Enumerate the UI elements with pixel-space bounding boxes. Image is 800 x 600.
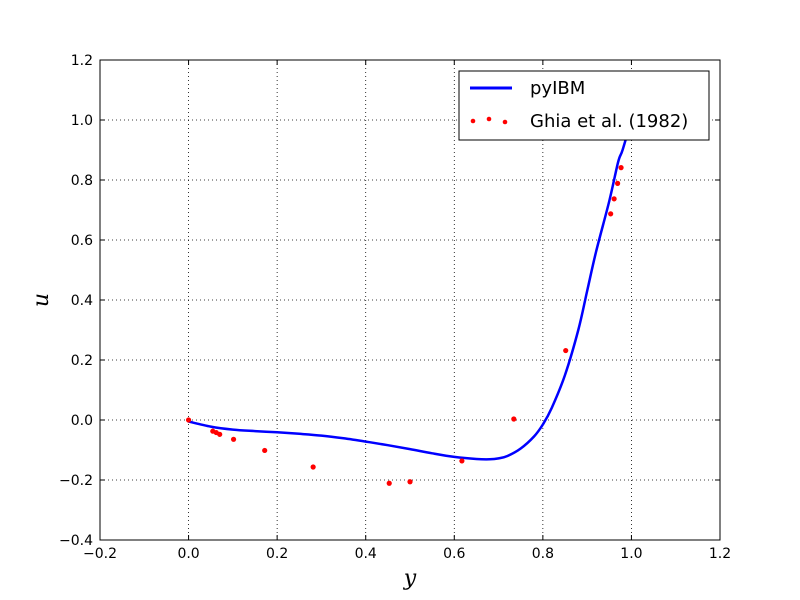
data-point-ghia [608, 211, 614, 217]
y-axis-label: u [29, 293, 54, 307]
ticks [99, 59, 721, 541]
x-tick-label: −0.2 [83, 546, 117, 562]
series-line-pyibm [188, 119, 633, 461]
data-point-ghia [615, 180, 621, 186]
data-point-ghia [386, 480, 392, 486]
x-tick-label: 0.2 [266, 546, 288, 562]
legend: pyIBM Ghia et al. (1982) [458, 70, 710, 141]
data-point-ghia [563, 347, 569, 354]
x-tick-label: 1.0 [620, 546, 642, 562]
data-point-ghia [459, 458, 465, 464]
data-point-ghia [511, 416, 517, 422]
y-tick-label: 1.2 [71, 53, 93, 69]
data-point-ghia [310, 464, 316, 470]
x-tick-label: 0.0 [177, 546, 199, 562]
x-tick-label: 1.2 [709, 546, 731, 562]
x-tick-label: 0.6 [443, 546, 465, 562]
data-point-ghia [262, 447, 268, 454]
y-tick-label: 0.0 [71, 413, 93, 429]
legend-pyibm-label: pyIBM [530, 78, 585, 99]
data-point-ghia [230, 436, 237, 442]
legend-ghia-label: Ghia et al. (1982) [530, 111, 688, 132]
data-point-ghia [217, 431, 223, 437]
data-point-ghia [611, 196, 617, 202]
x-tick-label: 0.4 [355, 546, 377, 562]
legend-ghia-marker [486, 116, 492, 122]
x-tick-label: 0.8 [532, 546, 554, 562]
tick-labels: −0.2 0.0 0.2 0.4 0.6 0.8 1.0 1.2−0.4−0.20.00.20… [59, 53, 731, 562]
y-tick-label: 0.6 [71, 233, 93, 249]
legend-ghia-marker [470, 118, 476, 124]
data-point-ghia [618, 165, 624, 171]
x-axis-label: y [403, 566, 417, 591]
data-point-ghia [185, 417, 192, 423]
y-tick-label: 0.2 [71, 353, 93, 369]
y-tick-label: 1.0 [71, 113, 93, 129]
series-layer [185, 119, 633, 486]
legend-ghia-marker [502, 119, 508, 125]
data-point-ghia [407, 479, 413, 485]
y-tick-label: 0.8 [71, 173, 93, 189]
legend-box [458, 70, 710, 141]
y-tick-label: 0.4 [71, 293, 93, 309]
y-tick-label: −0.2 [59, 473, 93, 489]
y-tick-label: −0.4 [59, 533, 93, 549]
